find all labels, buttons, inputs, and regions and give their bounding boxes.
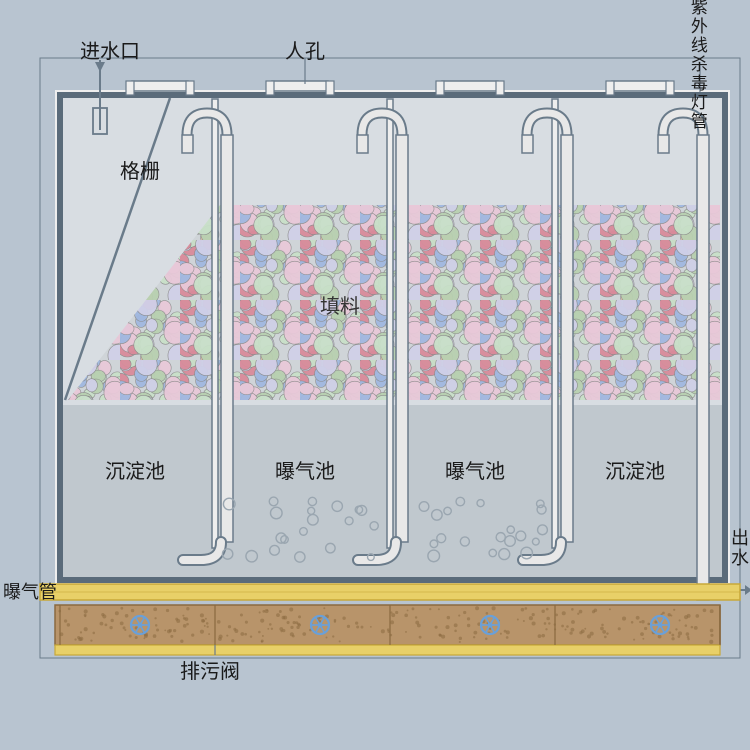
- label-aer-tank-2: 曝气池: [445, 455, 505, 484]
- bottom-band: [55, 645, 720, 655]
- partition-1: [387, 99, 393, 548]
- manhole-2: [442, 81, 498, 91]
- label-manhole: 人孔: [285, 35, 325, 64]
- manhole-0: [132, 81, 188, 91]
- label-uv-lamp: 紫外线杀毒灯管: [688, 0, 706, 131]
- partition-0: [212, 99, 218, 548]
- label-aer-tank-1: 曝气池: [275, 455, 335, 484]
- label-sed-tank-l: 沉淀池: [105, 455, 165, 484]
- label-grille: 格栅: [120, 155, 160, 184]
- partition-2: [552, 99, 558, 548]
- label-outlet: 出水: [726, 528, 750, 568]
- label-sed-tank-r: 沉淀池: [605, 455, 665, 484]
- label-filler: 填料: [320, 290, 360, 319]
- label-drain-valve: 排污阀: [180, 655, 240, 684]
- transfer-pipe-1: [396, 135, 408, 542]
- outlet-pipe: [697, 135, 709, 600]
- manhole-3: [612, 81, 668, 91]
- label-inlet: 进水口: [80, 35, 140, 64]
- outlet-arrow: [745, 585, 750, 595]
- transfer-pipe-2: [561, 135, 573, 542]
- filler-media: [220, 205, 720, 400]
- transfer-pipe-0: [221, 135, 233, 542]
- label-aer-pipe: 曝气管: [3, 578, 57, 604]
- manhole-1: [272, 81, 328, 91]
